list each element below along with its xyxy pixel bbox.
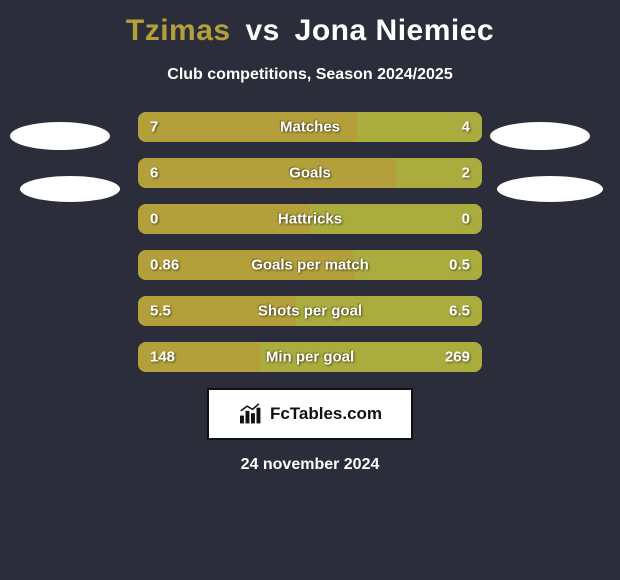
chart-area: 74Matches62Goals00Hattricks0.860.5Goals … (0, 112, 620, 372)
player-photo-placeholder (490, 122, 590, 150)
stat-value-right: 0 (462, 211, 470, 228)
stat-row: 74Matches (138, 112, 482, 142)
stat-value-right: 6.5 (449, 303, 470, 320)
title-vs: vs (245, 14, 279, 47)
date-text: 24 november 2024 (0, 456, 620, 474)
player-photo-placeholder (10, 122, 110, 150)
comparison-card: Tzimas vs Jona Niemiec Club competitions… (0, 0, 620, 474)
branding-text: FcTables.com (270, 404, 382, 424)
stat-row: 62Goals (138, 158, 482, 188)
chart-icon (238, 403, 264, 425)
title-player1: Tzimas (126, 14, 231, 47)
bars-container: 74Matches62Goals00Hattricks0.860.5Goals … (138, 112, 482, 372)
stat-value-left: 148 (150, 349, 175, 366)
player-photo-placeholder (497, 176, 603, 202)
stat-value-left: 6 (150, 165, 158, 182)
stat-row: 00Hattricks (138, 204, 482, 234)
stat-row: 5.56.5Shots per goal (138, 296, 482, 326)
stat-value-right: 269 (445, 349, 470, 366)
stat-value-right: 4 (462, 119, 470, 136)
stat-value-left: 0.86 (150, 257, 179, 274)
stat-value-left: 7 (150, 119, 158, 136)
bar-fill-left (138, 204, 310, 234)
stat-row: 148269Min per goal (138, 342, 482, 372)
title-player2: Jona Niemiec (295, 14, 494, 47)
bar-fill-left (138, 158, 396, 188)
subtitle: Club competitions, Season 2024/2025 (0, 66, 620, 84)
player-photo-placeholder (20, 176, 120, 202)
stat-value-right: 0.5 (449, 257, 470, 274)
bar-fill-left (138, 112, 357, 142)
stat-row: 0.860.5Goals per match (138, 250, 482, 280)
stat-value-right: 2 (462, 165, 470, 182)
page-title: Tzimas vs Jona Niemiec (0, 14, 620, 48)
branding-box: FcTables.com (207, 388, 413, 440)
stat-value-left: 5.5 (150, 303, 171, 320)
stat-value-left: 0 (150, 211, 158, 228)
